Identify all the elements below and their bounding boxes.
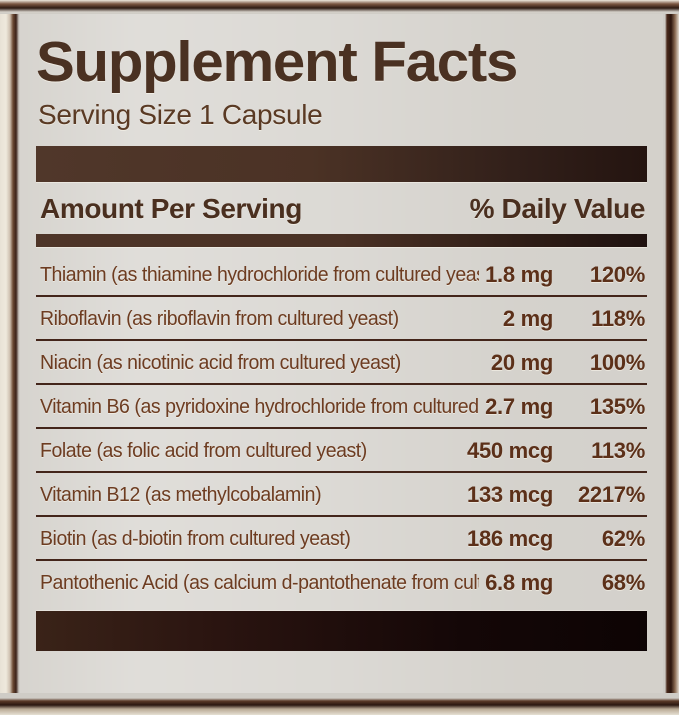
nutrient-amount: 6.8 mg [485, 570, 553, 595]
table-row: Biotin (as d-biotin from cultured yeast)… [36, 517, 647, 561]
nutrient-name: Thiamin (as thiamine hydrochloride from … [40, 263, 480, 287]
nutrient-daily-value: 113% [591, 438, 645, 463]
label-content: Supplement Facts Serving Size 1 Capsule … [36, 30, 647, 651]
label-frame-bottom-edge [0, 693, 679, 715]
nutrient-table: Thiamin (as thiamine hydrochloride from … [36, 253, 647, 605]
nutrient-daily-value: 68% [601, 570, 645, 595]
label-frame-top-edge [0, 0, 679, 14]
nutrient-name: Niacin (as nicotinic acid from cultured … [40, 351, 401, 375]
daily-value-header: % Daily Value [469, 193, 646, 224]
nutrient-amount: 2.7 mg [485, 394, 553, 419]
nutrient-name: Riboflavin (as riboflavin from cultured … [40, 307, 399, 331]
nutrient-daily-value: 120% [589, 262, 645, 287]
nutrient-amount: 1.8 mg [485, 262, 553, 287]
nutrient-daily-value: 118% [591, 306, 645, 331]
footer-divider-bar [36, 611, 647, 651]
nutrient-daily-value: 135% [589, 394, 645, 419]
nutrient-daily-value: 100% [589, 350, 645, 375]
nutrient-name: Pantothenic Acid (as calcium d-pantothen… [40, 571, 479, 595]
table-row: Folate (as folic acid from cultured yeas… [36, 429, 647, 473]
table-column-headers: Amount Per Serving % Daily Value [36, 192, 647, 226]
amount-per-serving-header: Amount Per Serving [40, 193, 302, 224]
nutrient-name: Biotin (as d-biotin from cultured yeast) [40, 527, 351, 551]
nutrient-amount: 133 mcg [467, 482, 553, 507]
header-divider-bar-thick [36, 146, 647, 182]
table-row: Vitamin B6 (as pyridoxine hydrochloride … [36, 385, 647, 429]
table-row: Vitamin B12 (as methylcobalamin) 133 mcg… [36, 473, 647, 517]
table-row: Thiamin (as thiamine hydrochloride from … [36, 253, 647, 297]
header-divider-bar-medium [36, 234, 647, 247]
label-panel: Supplement Facts Serving Size 1 Capsule … [20, 14, 663, 693]
table-row: Niacin (as nicotinic acid from cultured … [36, 341, 647, 385]
nutrient-amount: 186 mcg [467, 526, 553, 551]
nutrient-amount: 20 mg [490, 350, 553, 375]
page-title: Supplement Facts [36, 30, 518, 94]
nutrient-daily-value: 2217% [577, 482, 645, 507]
nutrient-daily-value: 62% [601, 526, 645, 551]
table-row: Pantothenic Acid (as calcium d-pantothen… [36, 561, 647, 605]
serving-size-text: Serving Size 1 Capsule [38, 99, 323, 130]
nutrient-name: Folate (as folic acid from cultured yeas… [40, 439, 367, 463]
nutrient-amount: 2 mg [502, 306, 553, 331]
nutrient-name: Vitamin B12 (as methylcobalamin) [40, 483, 322, 507]
nutrient-name: Vitamin B6 (as pyridoxine hydrochloride … [40, 395, 479, 419]
nutrient-amount: 450 mcg [467, 438, 553, 463]
table-row: Riboflavin (as riboflavin from cultured … [36, 297, 647, 341]
